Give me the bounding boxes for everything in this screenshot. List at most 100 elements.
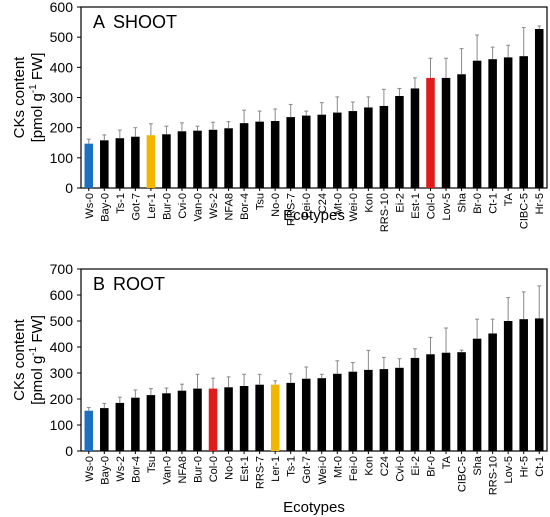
x-tick-label: No-0 bbox=[224, 456, 236, 480]
bar-lov-5 bbox=[503, 321, 513, 451]
bar-bor-4 bbox=[131, 397, 140, 451]
x-tick-label: Col-0 bbox=[208, 456, 220, 482]
x-tick-label: C24 bbox=[379, 456, 391, 476]
bar-c24 bbox=[317, 114, 327, 188]
bar-rrs-7 bbox=[255, 384, 264, 451]
bar-fei-0 bbox=[301, 115, 311, 188]
y-tick-label: 100 bbox=[50, 150, 74, 166]
y-tick-label: 300 bbox=[50, 90, 74, 106]
x-tick-label: Wei-0 bbox=[317, 456, 329, 485]
x-tick-label: Van-0 bbox=[193, 193, 205, 222]
bar-bur-0 bbox=[162, 134, 171, 188]
bar-no-0 bbox=[270, 121, 280, 188]
x-tick-label: Mt-0 bbox=[332, 193, 344, 215]
x-tick-label: Ws-2 bbox=[208, 193, 220, 219]
bar-van-0 bbox=[162, 393, 171, 451]
x-tick-label: Got-7 bbox=[130, 193, 142, 221]
y-tick-label: 300 bbox=[50, 365, 74, 381]
y-tick-label: 0 bbox=[65, 443, 73, 459]
bar-col-0 bbox=[208, 388, 218, 451]
bar-kon bbox=[364, 107, 373, 188]
bar-rrs-7 bbox=[286, 117, 295, 188]
x-axis-label: Ecotypes bbox=[283, 499, 345, 516]
x-tick-label: Fei-0 bbox=[348, 456, 360, 481]
x-tick-label: RRS-7 bbox=[286, 193, 298, 226]
x-tick-label: Cvi-0 bbox=[394, 456, 406, 482]
x-tick-label: Got-7 bbox=[301, 456, 313, 484]
y-axis-label: CKs content [pmol g-1 FW] bbox=[11, 53, 46, 143]
x-tick-label: Ei-2 bbox=[410, 456, 422, 476]
x-tick-label: Hr-5 bbox=[534, 193, 546, 214]
y-tick-label: 500 bbox=[50, 29, 74, 45]
x-tick-label: RRS-10 bbox=[379, 193, 391, 232]
x-tick-label: Bor-4 bbox=[239, 193, 251, 220]
bar-bay-0 bbox=[100, 140, 109, 188]
x-tick-label: Kon bbox=[363, 456, 375, 476]
bar-wei-0 bbox=[348, 111, 358, 188]
bar-ct-1 bbox=[534, 318, 544, 451]
y-tick-label: 600 bbox=[50, 287, 74, 303]
x-tick-label: Ei-2 bbox=[394, 193, 406, 213]
panel-label: B bbox=[93, 274, 105, 294]
panel-title: SHOOT bbox=[113, 12, 177, 32]
y-axis-label-line1: CKs content bbox=[11, 56, 28, 139]
y-tick-label: 500 bbox=[50, 313, 74, 329]
y-tick-label: 600 bbox=[50, 0, 74, 15]
bar-got-7 bbox=[131, 136, 140, 188]
x-tick-label: Bur-0 bbox=[161, 193, 173, 220]
x-tick-label: C24 bbox=[317, 193, 329, 213]
bar-ei-2 bbox=[410, 357, 420, 451]
bar-rrs-10 bbox=[488, 333, 497, 451]
bar-no-0 bbox=[224, 387, 233, 451]
x-tick-label: RRS-10 bbox=[488, 456, 500, 495]
root-panel: 0 100 200 300 400 500 600 700 Ws-0 Bay-0 Ws-2 Bor-4… bbox=[11, 261, 548, 516]
x-tick-label: TA bbox=[503, 192, 515, 206]
x-tick-label: Est-1 bbox=[239, 456, 251, 482]
x-tick-label: Tsu bbox=[255, 193, 267, 210]
x-tick-label: Ts-1 bbox=[115, 193, 127, 214]
bar-kon bbox=[364, 369, 373, 451]
x-tick-label: Ws-2 bbox=[115, 456, 127, 482]
bar-ws-2 bbox=[115, 402, 125, 451]
bar-sha bbox=[457, 74, 466, 188]
bar-ws-0 bbox=[84, 410, 94, 451]
y-axis-label-line2: [pmol g-1 FW] bbox=[28, 53, 46, 143]
bar-ler-1 bbox=[270, 384, 280, 451]
y-tick-label: 700 bbox=[50, 261, 74, 277]
x-tick-label: Lov-5 bbox=[441, 193, 453, 221]
y-axis-label: CKs content [pmol g-1 FW] bbox=[11, 315, 46, 405]
bar-wei-0 bbox=[317, 378, 327, 451]
y-unit-suffix: FW] bbox=[29, 53, 46, 85]
bar-ws-0 bbox=[84, 143, 94, 188]
bar-est-1 bbox=[410, 88, 420, 188]
y-tick-label: 200 bbox=[50, 120, 74, 136]
bar-fei-0 bbox=[348, 371, 358, 451]
bar-hr-5 bbox=[519, 319, 528, 451]
bar-br-0 bbox=[426, 354, 435, 451]
bar-tsu bbox=[146, 395, 156, 451]
x-tick-label: No-0 bbox=[270, 193, 282, 217]
x-tick-label: Fei-0 bbox=[301, 193, 313, 218]
bar-got-7 bbox=[301, 378, 311, 451]
y-tick-label: 400 bbox=[50, 339, 74, 355]
bar-ct-1 bbox=[488, 59, 497, 189]
bar-lov-5 bbox=[441, 77, 451, 188]
bar-rrs-10 bbox=[379, 105, 389, 188]
shoot-panel: 0 100 200 300 400 500 600 Ws-0 Bay-0 Ts-1 Got-7 Ler… bbox=[11, 0, 548, 232]
x-tick-label: Kon bbox=[363, 193, 375, 213]
y-unit-superscript: -1 bbox=[28, 346, 39, 355]
x-tick-label: Bay-0 bbox=[99, 193, 111, 222]
x-tick-label: TA bbox=[441, 455, 453, 469]
x-tick-label: Ts-1 bbox=[286, 456, 298, 477]
x-tick-label: Br-0 bbox=[472, 193, 484, 214]
y-unit-text: [pmol g bbox=[29, 356, 46, 405]
x-tick-label: Mt-0 bbox=[332, 456, 344, 478]
bar-cibc-5 bbox=[519, 56, 528, 189]
bar-cibc-5 bbox=[457, 352, 466, 451]
x-tick-label: Ws-0 bbox=[84, 193, 96, 219]
bar-tsu bbox=[255, 121, 264, 188]
y-tick-label: 200 bbox=[50, 391, 74, 407]
x-tick-label: Sha bbox=[457, 192, 469, 212]
x-tick-label: Est-1 bbox=[410, 193, 422, 219]
